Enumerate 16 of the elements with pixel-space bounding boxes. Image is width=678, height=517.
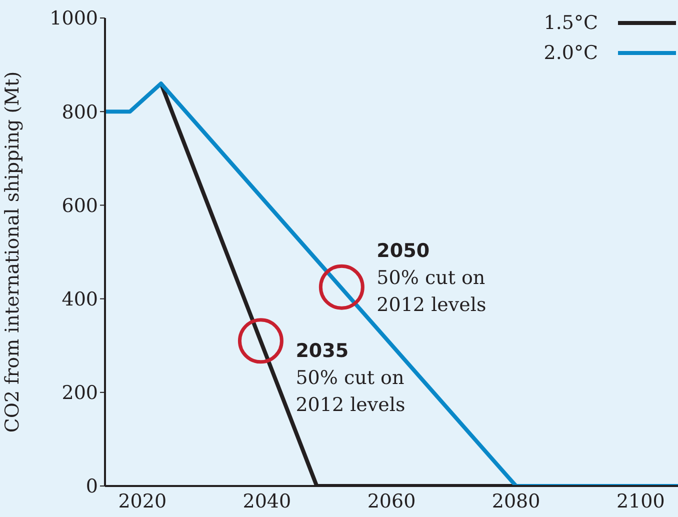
x-tick-label: 2020	[118, 490, 167, 512]
y-tick-label: 400	[62, 288, 98, 311]
annotation: 2035 50% cut on 2012 levels	[296, 340, 406, 416]
y-axis-title: CO2 from international shipping (Mt)	[2, 71, 24, 433]
y-tick-label: 200	[62, 382, 98, 404]
y-tick-label: 1000	[50, 8, 98, 30]
x-tick-label: 2080	[492, 490, 540, 512]
legend-label: 1.5°C	[544, 12, 598, 34]
x-tick-label: 2040	[242, 490, 292, 512]
y-tick-label: 600	[62, 194, 98, 217]
annotation: 2050 50% cut on 2012 levels	[376, 240, 486, 316]
x-tick-label: 2100	[616, 490, 665, 512]
legend-label: 2.0°C	[544, 42, 598, 64]
y-tick-label: 0	[86, 476, 98, 498]
y-tick-label: 800	[62, 101, 98, 124]
x-tick-label: 2060	[367, 490, 416, 512]
